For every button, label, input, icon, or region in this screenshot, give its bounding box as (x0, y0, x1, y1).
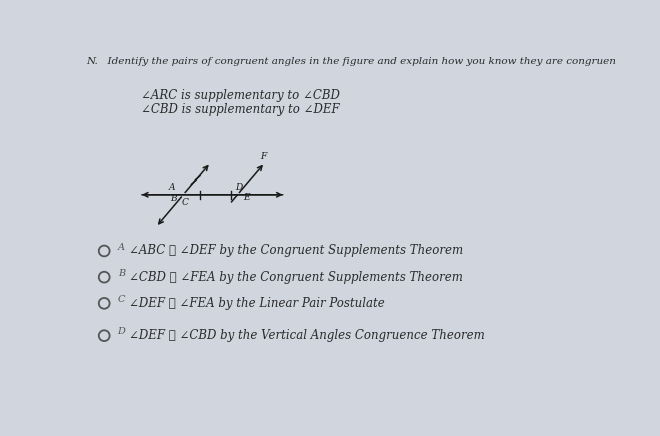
Text: A: A (117, 242, 125, 252)
Text: C: C (117, 295, 125, 304)
Text: N.   Identify the pairs of congruent angles in the figure and explain how you kn: N. Identify the pairs of congruent angle… (86, 57, 616, 66)
Text: ∠DEF ≅ ∠CBD by the Vertical Angles Congruence Theorem: ∠DEF ≅ ∠CBD by the Vertical Angles Congr… (129, 329, 484, 342)
Text: D: D (117, 327, 125, 336)
Text: ∠ARC is supplementary to ∠CBD: ∠ARC is supplementary to ∠CBD (141, 89, 339, 102)
Text: A: A (169, 183, 176, 191)
Text: D: D (236, 183, 243, 191)
Text: ∠CBD is supplementary to ∠DEF: ∠CBD is supplementary to ∠DEF (141, 103, 339, 116)
Text: B: B (170, 194, 176, 203)
Text: ∠CBD ≅ ∠FEA by the Congruent Supplements Theorem: ∠CBD ≅ ∠FEA by the Congruent Supplements… (129, 271, 463, 284)
Text: E: E (244, 193, 250, 202)
Text: C: C (182, 198, 189, 207)
Text: F: F (260, 152, 267, 161)
Text: B: B (117, 269, 125, 278)
Text: ∠DEF ≅ ∠FEA by the Linear Pair Postulate: ∠DEF ≅ ∠FEA by the Linear Pair Postulate (129, 297, 385, 310)
Text: ∠ABC ≅ ∠DEF by the Congruent Supplements Theorem: ∠ABC ≅ ∠DEF by the Congruent Supplements… (129, 245, 463, 258)
